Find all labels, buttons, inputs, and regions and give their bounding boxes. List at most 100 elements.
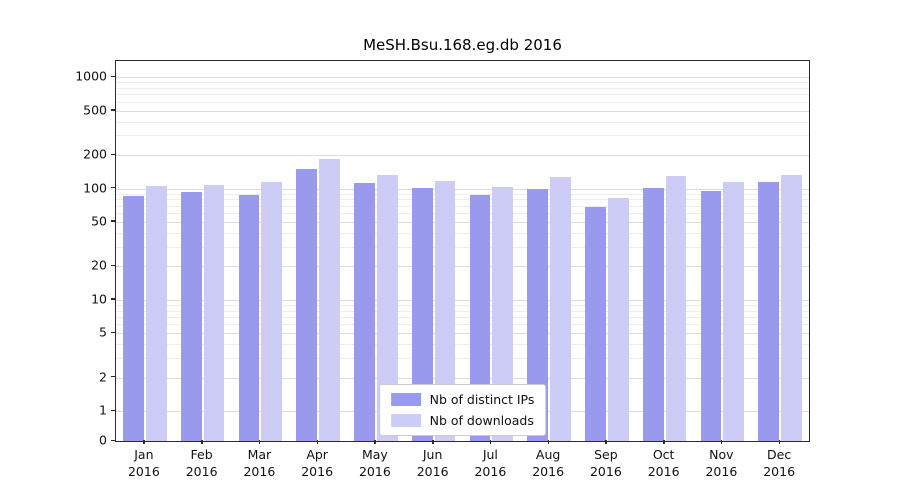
gridline xyxy=(116,135,809,137)
bar-downloads xyxy=(723,181,745,441)
x-tick-mark xyxy=(778,440,781,444)
bar-distinct-ips xyxy=(527,188,549,441)
gridline xyxy=(116,357,809,359)
bar-downloads xyxy=(319,158,340,441)
y-tick-mark xyxy=(111,331,115,334)
x-tick-mark xyxy=(432,440,434,444)
gridline xyxy=(116,205,809,207)
gridline xyxy=(116,232,809,234)
legend-label-downloads: Nb of downloads xyxy=(429,413,534,428)
gridline xyxy=(116,101,809,103)
y-axis: 0 1 2 5 10 20 50 100 200 500 1000 xyxy=(0,0,115,500)
chart-title: MeSH.Bsu.168.eg.db 2016 xyxy=(363,36,562,54)
y-tick-mark xyxy=(111,376,115,378)
bar-distinct-ips xyxy=(238,195,260,441)
x-tick-mark xyxy=(258,440,261,444)
bar-downloads xyxy=(781,174,802,441)
gridline xyxy=(116,77,809,79)
gridline xyxy=(116,299,809,301)
x-tick-mark xyxy=(547,440,550,444)
legend-swatch-distinct-ips xyxy=(390,393,421,406)
gridline xyxy=(116,121,809,123)
gridline xyxy=(116,188,809,190)
bar-downloads xyxy=(145,186,167,441)
bar-distinct-ips xyxy=(180,192,202,441)
bar-distinct-ips xyxy=(758,181,780,441)
gridline xyxy=(116,82,809,84)
gridline xyxy=(116,193,809,195)
gridline xyxy=(116,94,809,96)
y-tick-mark xyxy=(111,264,115,267)
y-tick-label: 0 xyxy=(99,432,107,448)
x-tick-mark xyxy=(316,440,319,444)
bar-distinct-ips xyxy=(585,207,606,441)
y-tick-mark xyxy=(111,75,115,78)
y-tick-label: 500 xyxy=(83,102,107,118)
x-tick-label: Dec 2016 xyxy=(763,447,796,479)
gridline xyxy=(116,155,809,156)
x-tick-label: Mar 2016 xyxy=(243,447,276,479)
x-tick-label: Apr 2016 xyxy=(301,447,334,479)
y-tick-mark xyxy=(111,409,115,411)
gridline xyxy=(116,344,809,346)
x-tick-label: Jun 2016 xyxy=(416,447,449,479)
bar-distinct-ips xyxy=(296,168,318,441)
bar-downloads xyxy=(261,181,283,441)
legend-item-distinct-ips: Nb of distinct IPs xyxy=(390,392,535,407)
gridline xyxy=(116,213,809,215)
gridline xyxy=(116,246,809,248)
legend: Nb of distinct IPs Nb of downloads xyxy=(378,384,547,436)
bar-distinct-ips xyxy=(469,194,491,441)
legend-item-downloads: Nb of downloads xyxy=(390,413,535,428)
y-tick-label: 10 xyxy=(91,291,107,307)
x-tick-mark xyxy=(489,440,492,444)
x-tick-label: Oct 2016 xyxy=(647,447,680,479)
y-tick-label: 100 xyxy=(83,180,107,195)
gridline xyxy=(116,304,809,306)
gridline xyxy=(116,333,809,335)
y-tick-mark xyxy=(111,220,115,222)
plot-area: Nb of distinct IPs Nb of downloads xyxy=(115,60,810,442)
x-tick-mark xyxy=(720,440,723,444)
y-tick-label: 200 xyxy=(83,146,107,162)
gridline xyxy=(116,316,809,318)
bar-distinct-ips xyxy=(642,187,664,441)
x-tick-mark xyxy=(374,440,376,444)
y-tick-mark xyxy=(111,153,115,155)
x-tick-label: Aug 2016 xyxy=(532,447,565,479)
y-tick-label: 1 xyxy=(99,402,107,418)
bar-distinct-ips xyxy=(354,182,375,441)
y-tick-mark xyxy=(111,187,115,189)
y-tick-mark xyxy=(111,109,115,111)
gridline xyxy=(116,199,809,201)
legend-label-distinct-ips: Nb of distinct IPs xyxy=(429,392,535,407)
x-tick-label: Nov 2016 xyxy=(705,447,738,479)
bar-downloads xyxy=(492,187,514,441)
gridline xyxy=(116,324,809,326)
x-tick-label: Jan 2016 xyxy=(127,447,160,479)
legend-swatch-downloads xyxy=(390,414,421,427)
x-tick-mark xyxy=(143,440,145,444)
gridline xyxy=(116,310,809,312)
x-tick-mark xyxy=(663,440,665,444)
y-tick-label: 50 xyxy=(91,213,107,229)
y-tick-label: 5 xyxy=(99,324,107,340)
bar-downloads xyxy=(203,184,225,441)
y-tick-label: 2 xyxy=(99,369,107,384)
bar-distinct-ips xyxy=(700,190,722,441)
bar-downloads xyxy=(434,180,456,441)
x-tick-label: May 2016 xyxy=(358,447,391,479)
x-tick-mark xyxy=(605,440,607,444)
y-tick-label: 20 xyxy=(91,257,107,273)
gridline xyxy=(116,88,809,90)
bar-distinct-ips xyxy=(411,187,433,441)
x-tick-label: Sep 2016 xyxy=(589,447,622,479)
x-tick-mark xyxy=(201,440,203,444)
y-tick-label: 1000 xyxy=(75,68,107,84)
bars-layer xyxy=(116,61,809,441)
y-tick-mark xyxy=(111,439,115,441)
gridline xyxy=(116,221,809,223)
x-tick-label: Jul 2016 xyxy=(474,447,507,479)
